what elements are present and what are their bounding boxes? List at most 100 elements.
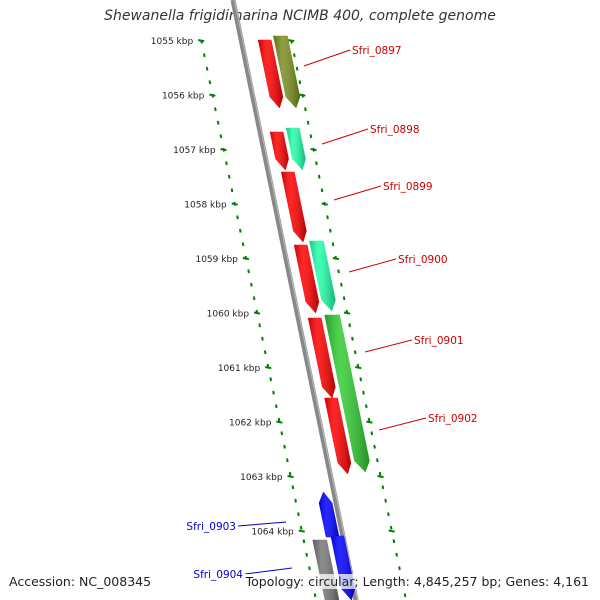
ruler-track-right-dot bbox=[378, 471, 382, 476]
gene-arrow-shading bbox=[258, 40, 283, 108]
ruler-track-left-dot bbox=[214, 107, 217, 112]
ruler-track-left-dot bbox=[280, 431, 284, 436]
gene-label[interactable]: Sfri_0897 bbox=[352, 45, 402, 57]
gene-label[interactable]: Sfri_0902 bbox=[428, 413, 478, 425]
gene-leader-line bbox=[244, 567, 293, 575]
ruler-track-left-major-tick bbox=[242, 257, 250, 261]
ruler-label: 1055 kbp bbox=[151, 37, 194, 47]
backbone-highlight bbox=[234, 0, 358, 600]
ruler-track-right-dot bbox=[320, 188, 324, 193]
ruler-track-right-dot bbox=[353, 350, 357, 355]
ruler-track-right-dot bbox=[381, 485, 385, 490]
ruler-track-left-dot bbox=[227, 174, 231, 179]
gene-arrow-shading bbox=[308, 318, 336, 398]
ruler-track-right-major-tick bbox=[321, 202, 328, 206]
ruler-track-left-major-tick bbox=[198, 39, 205, 43]
ruler-track-right-dot bbox=[306, 120, 310, 125]
ruler-track-left-dot bbox=[313, 593, 317, 598]
ruler-track-left-dot bbox=[241, 242, 245, 247]
ruler-track-right-major-tick bbox=[366, 420, 373, 424]
ruler-track-right-major-tick bbox=[388, 529, 395, 533]
summary-text: Topology: circular; Length: 4,845,257 bp… bbox=[243, 574, 591, 589]
ruler-track-left-dot bbox=[269, 377, 273, 382]
ruler-track-right-major-tick bbox=[310, 148, 317, 152]
ruler-track-left-dot bbox=[302, 539, 306, 544]
ruler-track-right-dot bbox=[331, 242, 335, 247]
ruler-label: 1064 kbp bbox=[251, 528, 294, 538]
ruler-track-right-dot bbox=[342, 296, 346, 301]
ruler-track-right-dot bbox=[398, 566, 401, 571]
ruler-track-right-dot bbox=[392, 539, 396, 544]
ruler-track-left-dot bbox=[263, 350, 267, 355]
ruler-track-left-dot bbox=[205, 66, 209, 71]
ruler-label: 1060 kbp bbox=[207, 310, 250, 320]
gene-label[interactable]: Sfri_0898 bbox=[370, 124, 420, 136]
ruler-track-left-dot bbox=[250, 282, 253, 287]
ruler-track-right-dot bbox=[304, 107, 307, 112]
gene-label[interactable]: Sfri_0903 bbox=[186, 521, 236, 533]
ruler-track-left-major-tick bbox=[231, 202, 238, 206]
ruler-track-left-dot bbox=[274, 404, 278, 409]
ruler-labels: 1055 kbp 1056 kbp 1057 kbp 1058 kbp 1059 kbp… bbox=[151, 37, 294, 538]
ruler-track-right-dot bbox=[359, 377, 363, 382]
gene-leader-line bbox=[364, 339, 413, 353]
gene-arrow-shading bbox=[324, 398, 351, 474]
ruler-track-right-dot bbox=[364, 404, 368, 409]
ruler-track-right-dot bbox=[340, 282, 343, 287]
ruler-track-left-dot bbox=[208, 80, 212, 85]
ruler-track-right-dot bbox=[337, 269, 340, 274]
ruler-track-right-major-tick bbox=[288, 39, 295, 43]
gene-leader-line bbox=[348, 258, 397, 273]
gene-arrow-shading bbox=[273, 36, 300, 108]
ruler-track-left-major-tick bbox=[298, 529, 305, 533]
ruler-track-left-dot bbox=[288, 471, 292, 476]
gene-leader-line bbox=[333, 185, 382, 201]
gene-label[interactable]: Sfri_0900 bbox=[398, 254, 448, 266]
ruler-track-left-dot bbox=[258, 323, 261, 328]
ruler-track-left-dot bbox=[252, 296, 256, 301]
ruler-label: 1063 kbp bbox=[240, 473, 283, 483]
ruler-track-left-dot bbox=[299, 525, 303, 530]
ruler-track-left-dot bbox=[238, 228, 242, 233]
ruler-track-right-dot bbox=[376, 458, 379, 463]
ruler-track-left-dot bbox=[277, 417, 281, 422]
ruler-track-right-major-tick bbox=[299, 93, 306, 97]
ruler-track-left-major-tick bbox=[287, 475, 294, 479]
gene-label[interactable]: Sfri_0901 bbox=[414, 335, 464, 347]
ruler-track-right-dot bbox=[389, 525, 393, 530]
ruler-track-right-dot bbox=[328, 228, 332, 233]
gene-leader-line bbox=[303, 49, 351, 67]
genome-backbone bbox=[230, 0, 359, 600]
gene-arrow-shading bbox=[286, 128, 306, 170]
ruler-track-right-dot bbox=[370, 431, 374, 436]
ruler-track-right-major-tick bbox=[343, 311, 351, 315]
ruler-label: 1062 kbp bbox=[229, 419, 272, 429]
ruler-track-left-dot bbox=[297, 512, 300, 517]
map-title: Shewanella frigidimarina NCIMB 400, comp… bbox=[104, 8, 496, 24]
ruler-label: 1058 kbp bbox=[184, 201, 227, 211]
ruler-track-right-dot bbox=[387, 512, 390, 517]
ruler-track-left-dot bbox=[216, 120, 220, 125]
ruler-track-right-dot bbox=[309, 134, 313, 139]
ruler-track-left-dot bbox=[305, 552, 309, 557]
ruler-track-right-dot bbox=[326, 215, 329, 220]
ruler-track-right-dot bbox=[367, 417, 371, 422]
gene-arrow-shading bbox=[294, 245, 319, 313]
ruler-track-right-dot bbox=[373, 444, 376, 449]
gene-arrow-shading bbox=[281, 172, 307, 242]
ruler-track-left-dot bbox=[286, 458, 289, 463]
ruler-track-left-dot bbox=[283, 444, 286, 449]
ruler-track-left-dot bbox=[272, 390, 275, 395]
gene-arrow-shading bbox=[324, 315, 370, 472]
gene-label[interactable]: Sfri_0899 bbox=[383, 181, 433, 193]
ruler-track-right-dot bbox=[317, 174, 321, 179]
ruler-track-right-dot bbox=[295, 66, 299, 71]
ruler-track-right-dot bbox=[298, 80, 302, 85]
gene-leader-line bbox=[321, 128, 369, 145]
ruler-ticks bbox=[198, 39, 407, 598]
gene-label[interactable]: Sfri_0904 bbox=[193, 569, 243, 581]
ruler-track-left-major-tick bbox=[276, 420, 283, 424]
ruler-track-left-dot bbox=[202, 53, 206, 58]
ruler-label: 1061 kbp bbox=[218, 364, 261, 374]
ruler-track-left-major-tick bbox=[265, 366, 272, 370]
